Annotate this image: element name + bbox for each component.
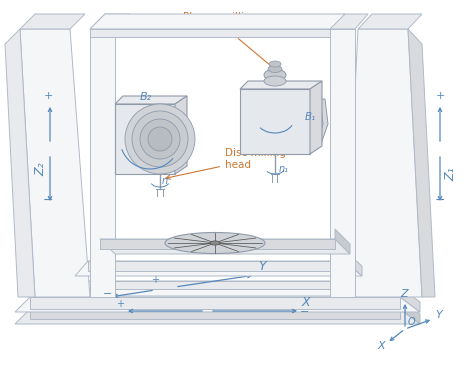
- Polygon shape: [358, 14, 422, 29]
- Polygon shape: [240, 81, 322, 89]
- Ellipse shape: [264, 69, 286, 81]
- Polygon shape: [400, 287, 420, 312]
- Polygon shape: [240, 89, 310, 154]
- Polygon shape: [90, 29, 330, 37]
- Text: −: −: [103, 289, 113, 299]
- Polygon shape: [115, 104, 175, 174]
- Text: n: n: [162, 176, 168, 186]
- Ellipse shape: [264, 76, 286, 86]
- Polygon shape: [30, 309, 400, 319]
- Text: B₂: B₂: [140, 92, 152, 102]
- Polygon shape: [20, 29, 90, 297]
- Polygon shape: [345, 251, 362, 276]
- Text: −: −: [301, 307, 310, 317]
- Text: B₁: B₁: [305, 112, 316, 122]
- Polygon shape: [5, 29, 35, 297]
- Text: Y: Y: [435, 310, 442, 320]
- Ellipse shape: [269, 61, 281, 67]
- Text: +: +: [43, 91, 53, 101]
- Text: Plunge milling
head: Plunge milling head: [183, 13, 274, 68]
- Text: −: −: [435, 194, 445, 207]
- Text: Disc milling
head: Disc milling head: [166, 148, 286, 179]
- Polygon shape: [15, 309, 420, 324]
- Polygon shape: [58, 281, 378, 296]
- Text: X: X: [377, 341, 384, 351]
- Ellipse shape: [125, 104, 195, 174]
- Text: Z₂: Z₂: [34, 162, 47, 176]
- Text: +: +: [435, 91, 445, 101]
- Polygon shape: [310, 99, 328, 149]
- Polygon shape: [88, 261, 345, 271]
- Polygon shape: [15, 297, 420, 312]
- Polygon shape: [330, 29, 355, 297]
- Polygon shape: [30, 297, 400, 309]
- Text: +: +: [116, 299, 124, 309]
- Text: +: +: [151, 275, 159, 285]
- Polygon shape: [408, 29, 435, 297]
- Polygon shape: [20, 14, 85, 29]
- Polygon shape: [90, 14, 345, 29]
- Ellipse shape: [140, 119, 180, 159]
- Ellipse shape: [165, 232, 265, 254]
- Ellipse shape: [132, 111, 188, 167]
- Polygon shape: [360, 273, 378, 296]
- Polygon shape: [310, 81, 322, 154]
- Ellipse shape: [148, 127, 172, 151]
- Polygon shape: [330, 14, 368, 29]
- Text: Z: Z: [400, 289, 408, 299]
- Polygon shape: [400, 299, 420, 324]
- Polygon shape: [70, 281, 360, 289]
- Ellipse shape: [268, 66, 282, 72]
- Polygon shape: [100, 239, 350, 254]
- Text: X: X: [302, 296, 310, 309]
- Polygon shape: [175, 96, 187, 174]
- Text: Z₁: Z₁: [444, 167, 457, 181]
- Polygon shape: [90, 29, 115, 297]
- Text: n₁: n₁: [279, 164, 289, 174]
- Polygon shape: [345, 29, 422, 297]
- Polygon shape: [335, 229, 350, 254]
- Text: −: −: [43, 194, 53, 207]
- Polygon shape: [90, 14, 130, 29]
- Text: O: O: [408, 317, 416, 327]
- Polygon shape: [75, 261, 362, 276]
- Polygon shape: [115, 96, 187, 104]
- Ellipse shape: [210, 241, 220, 245]
- Text: Y: Y: [258, 260, 265, 273]
- Polygon shape: [100, 239, 335, 249]
